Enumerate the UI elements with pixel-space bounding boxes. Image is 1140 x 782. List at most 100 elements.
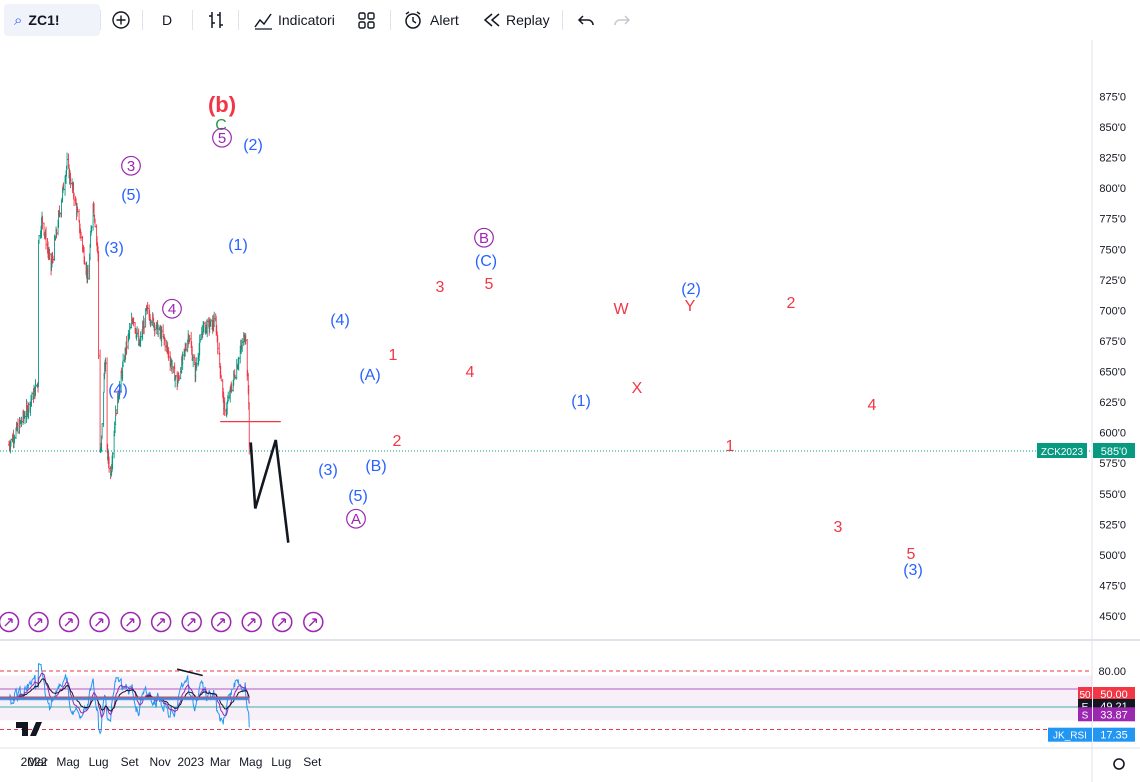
time-tick-label: Lug <box>89 755 109 769</box>
event-marker <box>0 611 20 633</box>
wave-label: X <box>632 380 643 397</box>
wave-label-circle <box>121 155 141 176</box>
event-arrow-icon <box>64 618 73 627</box>
price-tick-label: 725'0 <box>1099 275 1126 287</box>
event-arrow-icon <box>156 618 165 627</box>
undo-icon <box>577 15 594 26</box>
time-tick-label: Set <box>303 755 322 769</box>
rsi-value-e: 49.21 <box>248 646 279 660</box>
event-arrow-icon <box>216 618 225 627</box>
rsi-tag-label-box <box>1078 687 1092 701</box>
alarm-clock-icon <box>405 11 421 29</box>
divergence-line <box>176 668 203 677</box>
top-toolbar: ⌕ ZC1! D Indicatori Alert Replay <box>0 0 1140 41</box>
price-tick-label: 825'0 <box>1099 153 1126 165</box>
wave-label: 5 <box>218 130 226 147</box>
currency-selector[interactable]: USX ▾ BUA ▾ <box>1091 48 1122 78</box>
rsi-tag-label-box <box>1048 727 1092 742</box>
toolbar-divider <box>562 10 563 30</box>
wave-label: 2 <box>787 295 796 312</box>
toolbar-divider <box>100 10 101 30</box>
wave-label: (4) <box>330 312 350 329</box>
rsi-value-k: 17.35 <box>209 646 240 660</box>
wave-label: (2) <box>243 137 263 154</box>
templates-button[interactable] <box>356 4 376 36</box>
indicator-legend[interactable]: KAMA 11 2 29 close <box>12 76 145 90</box>
event-arrow-icon <box>34 618 43 627</box>
wave-label: 5 <box>485 276 494 293</box>
event-arrow-icon <box>95 618 104 627</box>
rsi-band-fill <box>0 675 1092 721</box>
rsi-tag-label: E <box>1082 702 1089 713</box>
wave-label: (3) <box>903 562 923 579</box>
wave-label: (A) <box>359 367 380 384</box>
indicators-label: Indicatori <box>278 12 335 28</box>
event-marker <box>241 611 262 633</box>
indicators-icon <box>254 13 272 30</box>
price-tick-label: 450'0 <box>1099 611 1126 623</box>
wave-projection-path <box>249 439 290 543</box>
wave-label: 3 <box>436 279 445 296</box>
redo-icon <box>614 15 631 26</box>
close-value: 585'0 <box>529 51 559 65</box>
wave-label: 4 <box>168 301 176 318</box>
low-label: L - Min. <box>401 51 441 65</box>
indicators-button[interactable]: Indicatori <box>252 4 335 36</box>
time-tick-label: Mar <box>210 755 231 769</box>
wave-label-circle <box>212 127 232 148</box>
event-marker <box>28 611 49 633</box>
interval-button[interactable]: D <box>162 4 172 36</box>
rsi-line <box>8 663 250 735</box>
alert-button[interactable]: Alert <box>402 4 459 36</box>
open-label: O - Aper. <box>237 51 285 65</box>
price-tick-label: 800'0 <box>1099 183 1126 195</box>
wave-label: 1 <box>726 438 735 455</box>
time-tick-label: Lug <box>271 755 291 769</box>
rsi-tag-value: 49.21 <box>1100 701 1128 713</box>
delay-badge-letter: D <box>205 52 214 64</box>
rsi-tag-value-box <box>1093 699 1135 713</box>
wave-label: 5 <box>907 546 916 563</box>
dot-icon: ● <box>192 52 200 64</box>
redo-button[interactable] <box>612 4 632 36</box>
delay-badge[interactable]: ● D <box>186 50 220 66</box>
time-tick-label: Nov <box>149 755 170 769</box>
event-marker <box>303 611 324 633</box>
compare-symbol-button[interactable] <box>110 4 132 36</box>
chart-title[interactable]: Futures mais · 1D · CBOT <box>12 50 175 66</box>
price-tick-label: 650'0 <box>1099 367 1126 379</box>
grid-icon <box>358 12 375 29</box>
replay-button[interactable]: Replay <box>482 4 550 36</box>
wave-label: (4) <box>108 382 128 399</box>
alert-label: Alert <box>430 12 459 28</box>
wave-label: (2) <box>681 281 701 298</box>
close-label: C - Chius. <box>476 51 530 65</box>
rsi-tag-label-box <box>1078 707 1092 722</box>
currency-code: USX ▾ <box>1090 49 1122 61</box>
high-value: 587'6 <box>365 51 395 65</box>
change-value: −42'0 (−6.70%) <box>565 51 648 65</box>
time-tick-label: Mag <box>56 755 79 769</box>
event-marker <box>210 611 232 633</box>
price-tick-label: 600'0 <box>1099 428 1126 440</box>
wave-label: 1 <box>389 347 398 364</box>
event-arrow-icon <box>247 618 256 627</box>
wave-label: (C) <box>475 253 497 270</box>
event-marker <box>272 611 293 633</box>
chart-type-button[interactable] <box>206 4 226 36</box>
time-tick-label: Mag <box>239 755 262 769</box>
wave-label: (1) <box>228 237 248 254</box>
rsi-value-s: 33.87 <box>288 646 319 660</box>
symbol-search-button[interactable]: ⌕ ZC1! <box>4 4 100 36</box>
last-price-label: 585'0 <box>1101 446 1128 458</box>
wave-label: 2 <box>393 433 402 450</box>
hidden-eye-icon[interactable] <box>129 77 145 89</box>
open-value: 581'2 <box>284 51 314 65</box>
price-tick-label: 775'0 <box>1099 214 1126 226</box>
price-tick-label: 700'0 <box>1099 305 1126 317</box>
rsi-legend[interactable]: JK_RSI close 10 25 75 50 5 S S 34 17.35 … <box>12 646 358 660</box>
undo-button[interactable] <box>576 4 596 36</box>
rsi-tag-label: 50 <box>1079 690 1091 701</box>
candles-icon <box>209 12 223 28</box>
